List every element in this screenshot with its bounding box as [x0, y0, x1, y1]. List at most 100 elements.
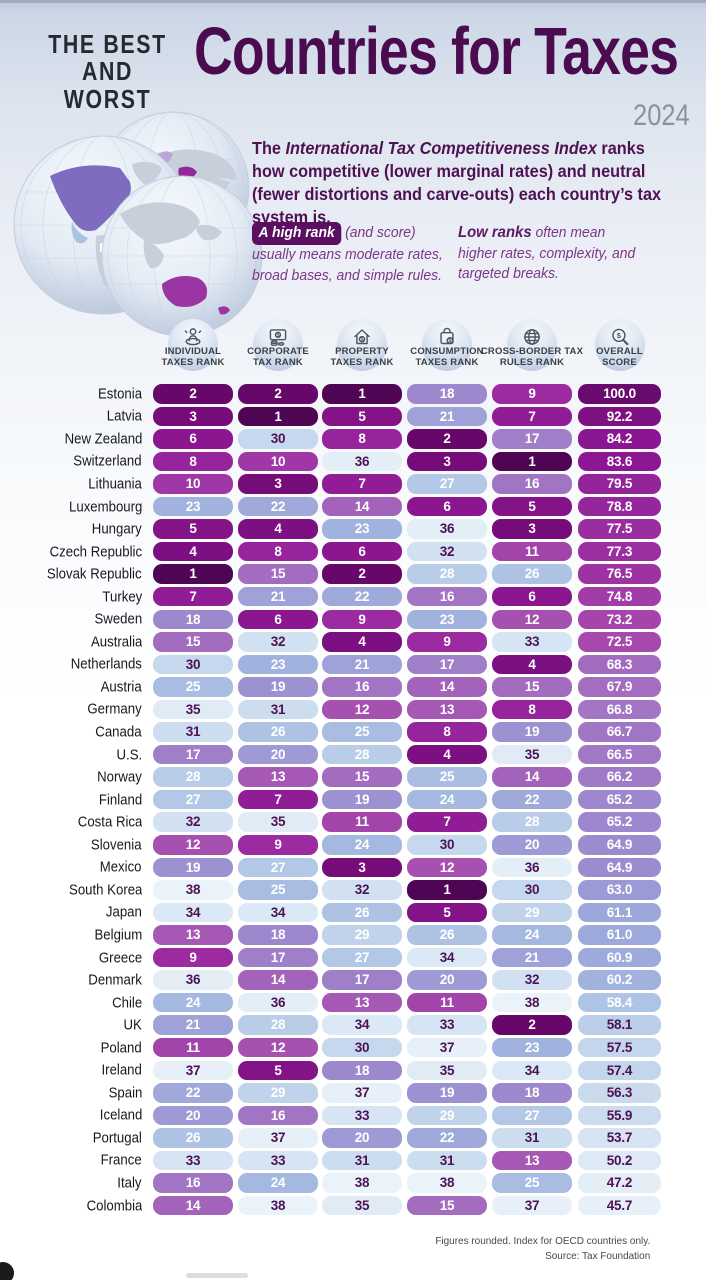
score-cell: 74.8 — [578, 586, 661, 607]
column-header-label: CROSS-BORDER TAX RULES RANK — [480, 346, 584, 369]
score-cell: 84.2 — [578, 429, 661, 449]
rank-cell: 11 — [153, 1037, 233, 1058]
country-label: Latvia — [106, 407, 142, 425]
score-cell: 83.6 — [578, 451, 661, 472]
rank-cell: 19 — [238, 677, 318, 697]
rank-cell: 37 — [238, 1128, 318, 1148]
rank-cell: 14 — [492, 767, 572, 787]
table-row: France 33 33 31 31 13 50.2 — [0, 1150, 706, 1171]
rank-cell: 37 — [322, 1083, 402, 1103]
rank-cell: 24 — [153, 992, 233, 1013]
rank-cell: 12 — [153, 835, 233, 855]
table-row: Slovak Republic 1 15 2 28 26 76.5 — [0, 564, 706, 584]
rank-cell: 13 — [407, 699, 487, 720]
rank-cell: 36 — [153, 970, 233, 990]
score-cell: 65.2 — [578, 812, 661, 832]
rank-cell: 21 — [492, 947, 572, 968]
high-rank-after: (and score) — [341, 224, 416, 241]
score-cell: 77.5 — [578, 519, 661, 539]
country-label: Spain — [108, 1084, 142, 1102]
low-rank-inline: often mean — [531, 224, 606, 241]
legend-high-rank: A high rank (and score) usually means mo… — [252, 222, 447, 286]
footer-note: Figures rounded. Index for OECD countrie… — [435, 1234, 650, 1264]
rank-cell: 34 — [153, 902, 233, 923]
country-label-clip: Mexico — [0, 858, 142, 878]
rank-cell: 37 — [153, 1060, 233, 1080]
table-row: Luxembourg 23 22 14 6 5 78.8 — [0, 496, 706, 517]
rank-cell: 27 — [153, 789, 233, 810]
rank-cell: 16 — [153, 1173, 233, 1193]
country-label: Slovenia — [91, 836, 142, 854]
score-cell: 50.2 — [578, 1150, 661, 1171]
rank-cell: 30 — [238, 429, 318, 449]
country-label: Hungary — [92, 520, 142, 538]
legend-low-rank: Low ranks often mean higher rates, compl… — [458, 222, 653, 285]
rank-cell: 3 — [492, 519, 572, 539]
rank-cell: 26 — [322, 902, 402, 923]
table-row: Portugal 26 37 20 22 31 53.7 — [0, 1128, 706, 1148]
rank-cell: 15 — [238, 564, 318, 584]
rank-cell: 8 — [238, 541, 318, 562]
score-cell: 66.2 — [578, 767, 661, 787]
country-label: Greece — [98, 949, 142, 966]
country-label-clip: Iceland — [0, 1106, 142, 1126]
score-cell: 57.4 — [578, 1060, 661, 1080]
country-label: Germany — [87, 700, 142, 718]
rank-cell: 24 — [407, 789, 487, 810]
rank-cell: 34 — [238, 902, 318, 923]
table-row: Poland 11 12 30 37 23 57.5 — [0, 1037, 706, 1058]
rank-cell: 17 — [492, 429, 572, 449]
country-label-clip: Portugal — [0, 1128, 142, 1148]
score-cell: 55.9 — [578, 1105, 661, 1126]
rank-cell: 32 — [407, 541, 487, 562]
rank-cell: 13 — [238, 767, 318, 787]
rank-cell: 33 — [492, 632, 572, 652]
rank-cell: 34 — [407, 947, 487, 968]
table-row: Slovenia 12 9 24 30 20 64.9 — [0, 835, 706, 855]
country-label: France — [100, 1151, 142, 1169]
rank-cell: 7 — [153, 586, 233, 607]
rank-cell: 16 — [322, 677, 402, 697]
rank-cell: 15 — [322, 767, 402, 787]
score-cell: 47.2 — [578, 1173, 661, 1193]
country-label: Ireland — [101, 1061, 142, 1079]
rank-cell: 23 — [238, 654, 318, 675]
rank-cell: 26 — [153, 1128, 233, 1148]
rank-cell: 1 — [238, 406, 318, 427]
rank-cell: 1 — [407, 880, 487, 900]
rank-cell: 35 — [322, 1195, 402, 1216]
intro-suffix: ranks how competitive (lower marginal ra… — [252, 138, 662, 227]
country-label: Canada — [95, 723, 142, 741]
kicker-text: THE BEST AND WORST — [46, 30, 169, 113]
rank-cell: 25 — [238, 880, 318, 900]
rank-cell: 27 — [322, 947, 402, 968]
rank-cell: 21 — [322, 654, 402, 675]
rank-cell: 35 — [238, 812, 318, 832]
rank-cell: 3 — [322, 857, 402, 878]
rank-cell: 18 — [492, 1083, 572, 1103]
rank-cell: 4 — [153, 541, 233, 562]
rank-cell: 10 — [153, 474, 233, 494]
score-cell: 66.7 — [578, 722, 661, 742]
country-label-clip: Spain — [0, 1083, 142, 1103]
rank-cell: 1 — [153, 564, 233, 584]
score-cell: 64.9 — [578, 835, 661, 855]
table-row: Costa Rica 32 35 11 7 28 65.2 — [0, 812, 706, 832]
rank-cell: 31 — [322, 1150, 402, 1171]
country-label: Italy — [117, 1174, 142, 1192]
country-label-clip: Colombia — [0, 1196, 142, 1216]
column-header-label: CONSUMPTION TAXES RANK — [410, 346, 484, 369]
rank-cell: 25 — [492, 1173, 572, 1193]
rank-cell: 5 — [322, 406, 402, 427]
rank-cell: 1 — [492, 451, 572, 472]
rank-cell: 15 — [492, 677, 572, 697]
table-row: Netherlands 30 23 21 17 4 68.3 — [0, 654, 706, 675]
score-cell: 58.1 — [578, 1015, 661, 1035]
rank-cell: 19 — [322, 789, 402, 810]
country-label: Iceland — [99, 1106, 142, 1124]
rank-cell: 37 — [407, 1037, 487, 1058]
rank-cell: 27 — [407, 474, 487, 494]
rank-cell: 16 — [492, 474, 572, 494]
rank-cell: 19 — [492, 722, 572, 742]
rank-cell: 16 — [407, 586, 487, 607]
